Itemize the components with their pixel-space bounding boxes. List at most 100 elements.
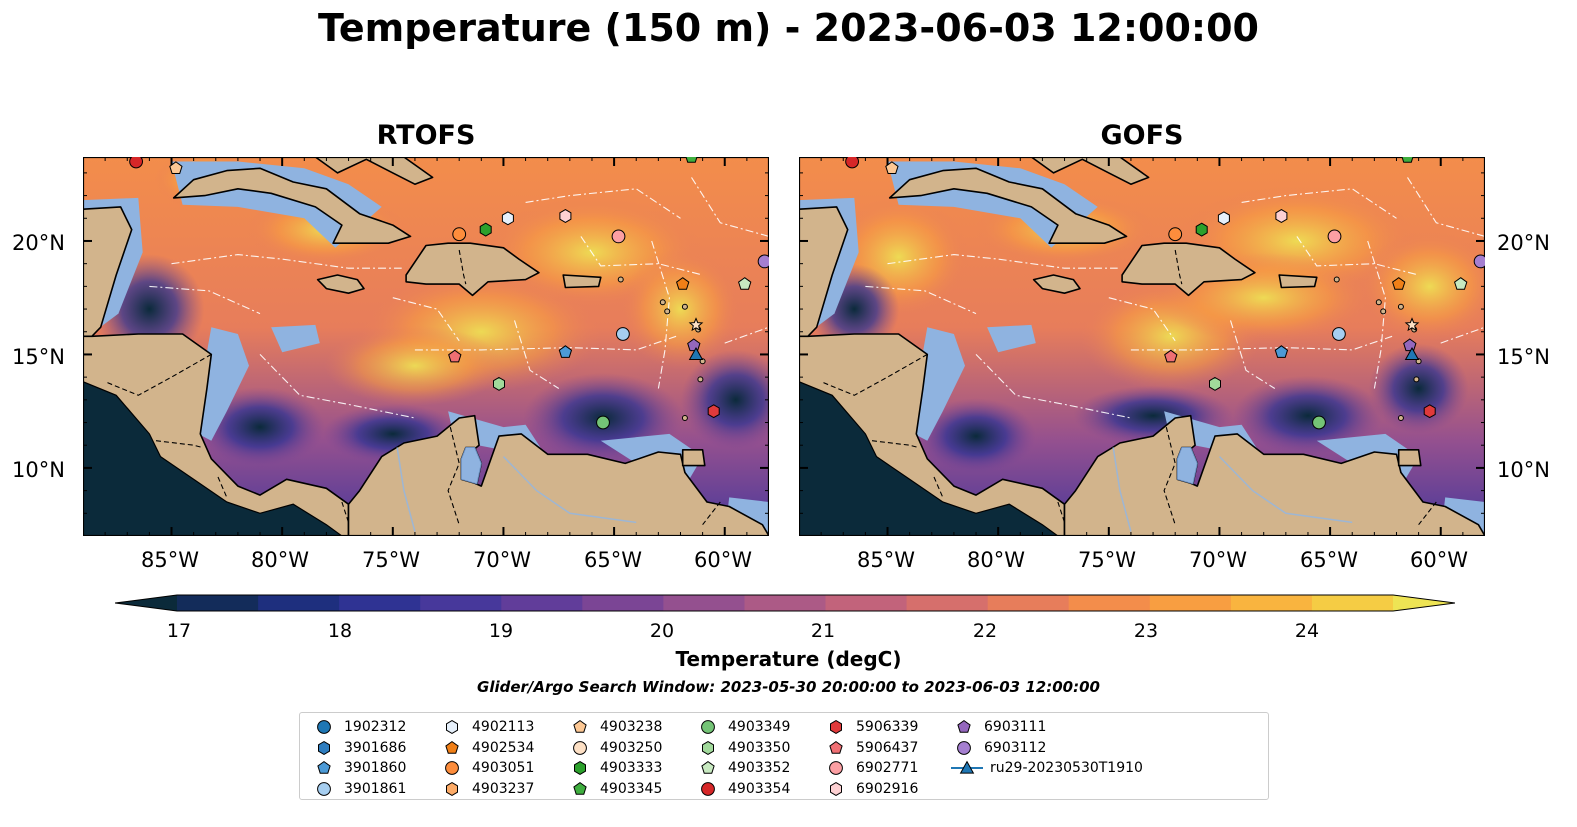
legend-item: 6903111 bbox=[950, 717, 1046, 737]
observation-marker[interactable] bbox=[596, 415, 610, 430]
observation-marker[interactable] bbox=[129, 157, 143, 169]
observation-marker[interactable] bbox=[558, 345, 573, 358]
legend-item: 4903333 bbox=[566, 758, 662, 778]
legend-marker-icon bbox=[694, 760, 728, 776]
observation-marker[interactable] bbox=[1168, 227, 1183, 242]
legend-label: 4903349 bbox=[728, 719, 791, 735]
lon-label-65w-left: 65°W bbox=[584, 548, 642, 572]
legend-item: 4903237 bbox=[438, 779, 534, 799]
colorbar-tick-24: 24 bbox=[1294, 620, 1320, 642]
observation-marker[interactable] bbox=[1404, 317, 1420, 332]
legend-label: 6902916 bbox=[856, 780, 919, 797]
legend-item: 6902916 bbox=[822, 779, 918, 799]
observation-marker[interactable] bbox=[1327, 229, 1342, 244]
observation-marker[interactable] bbox=[685, 157, 698, 163]
colorbar-tick-22: 22 bbox=[972, 620, 998, 642]
observation-marker[interactable] bbox=[688, 317, 704, 332]
lat-label-15n-right: 15°N bbox=[1497, 345, 1550, 369]
observation-marker[interactable] bbox=[1274, 345, 1289, 358]
legend-label: 4903350 bbox=[728, 739, 791, 756]
observation-marker[interactable] bbox=[479, 222, 492, 237]
legend-label: 4903333 bbox=[600, 760, 663, 776]
colorbar-tick-20: 20 bbox=[649, 620, 675, 642]
observation-marker[interactable] bbox=[1217, 211, 1230, 226]
legend-item: 4903345 bbox=[566, 779, 662, 799]
observation-marker[interactable] bbox=[688, 346, 704, 361]
main-title: Temperature (150 m) - 2023-06-03 12:00:0… bbox=[317, 6, 1259, 50]
legend-box: 1902312 3901686 3901860 3901861 4902113 49025… bbox=[299, 712, 1269, 800]
legend-item: 4903250 bbox=[566, 738, 662, 758]
legend-marker-icon bbox=[822, 719, 856, 735]
lon-label-70w-left: 70°W bbox=[473, 548, 531, 572]
lon-label-75w-right: 75°W bbox=[1078, 548, 1136, 572]
legend-marker-icon bbox=[566, 740, 600, 756]
legend-item: 4903352 bbox=[694, 758, 790, 778]
legend-marker-icon bbox=[566, 719, 600, 735]
observation-marker[interactable] bbox=[1312, 415, 1326, 430]
observation-marker[interactable] bbox=[1392, 277, 1406, 290]
lon-label-80w-right: 80°W bbox=[967, 548, 1025, 572]
legend-label: 5906437 bbox=[856, 739, 919, 756]
legend-item: 6902771 bbox=[822, 758, 918, 778]
observation-marker[interactable] bbox=[676, 277, 690, 290]
lat-label-20n-right: 20°N bbox=[1497, 231, 1550, 255]
legend-marker-icon bbox=[694, 781, 728, 797]
legend-item: 4903349 bbox=[694, 717, 790, 737]
observation-marker[interactable] bbox=[687, 338, 701, 352]
observation-marker[interactable] bbox=[1195, 222, 1208, 237]
rtofs-map[interactable] bbox=[83, 157, 769, 536]
observation-marker[interactable] bbox=[885, 161, 899, 174]
legend-label: 3901860 bbox=[344, 760, 407, 776]
lat-label-15n-left: 15°N bbox=[12, 345, 65, 369]
gofs-map[interactable] bbox=[799, 157, 1485, 536]
observation-marker[interactable] bbox=[1401, 157, 1414, 163]
observation-marker[interactable] bbox=[448, 349, 462, 363]
lon-label-70w-right: 70°W bbox=[1189, 548, 1247, 572]
lat-label-10n-left: 10°N bbox=[12, 458, 65, 482]
legend-marker-icon bbox=[566, 781, 600, 797]
legend-item: 4903051 bbox=[438, 758, 534, 778]
observation-marker[interactable] bbox=[1332, 327, 1346, 341]
legend-label: 5906339 bbox=[856, 719, 919, 735]
observation-marker[interactable] bbox=[1403, 338, 1417, 352]
legend-label: 4902534 bbox=[472, 739, 535, 756]
observation-marker[interactable] bbox=[452, 227, 467, 242]
observation-marker[interactable] bbox=[845, 157, 859, 169]
observation-marker[interactable] bbox=[738, 277, 752, 290]
lat-label-20n-left: 20°N bbox=[12, 231, 65, 255]
observation-marker[interactable] bbox=[1423, 404, 1436, 419]
lon-label-60w-right: 60°W bbox=[1410, 548, 1468, 572]
observation-marker[interactable] bbox=[1275, 209, 1288, 223]
observation-marker[interactable] bbox=[493, 376, 505, 391]
colorbar bbox=[114, 592, 1456, 622]
legend-marker-icon bbox=[310, 760, 344, 776]
gofs-panel-title: GOFS bbox=[1100, 120, 1184, 151]
observation-marker[interactable] bbox=[707, 404, 720, 419]
legend-item: 4902113 bbox=[438, 717, 534, 737]
observation-marker[interactable] bbox=[169, 161, 183, 174]
observation-marker[interactable] bbox=[501, 211, 514, 226]
observation-marker[interactable] bbox=[1454, 277, 1468, 290]
lon-label-85w-right: 85°W bbox=[857, 548, 915, 572]
legend-marker-icon bbox=[310, 719, 344, 735]
observation-marker[interactable] bbox=[1404, 346, 1420, 361]
legend-marker-icon bbox=[822, 740, 856, 756]
observation-marker[interactable] bbox=[611, 229, 626, 244]
legend-label: 4903352 bbox=[728, 760, 791, 776]
observation-marker[interactable] bbox=[616, 327, 630, 341]
observation-marker[interactable] bbox=[757, 254, 769, 269]
observation-marker[interactable] bbox=[1164, 349, 1178, 363]
legend-marker-icon bbox=[310, 740, 344, 756]
legend-item: 3901860 bbox=[310, 758, 406, 778]
observation-marker[interactable] bbox=[559, 209, 572, 223]
colorbar-tick-19: 19 bbox=[488, 620, 514, 642]
legend-label: 4903345 bbox=[600, 780, 663, 797]
legend-marker-icon bbox=[822, 760, 856, 776]
legend-item: 3901686 bbox=[310, 738, 406, 758]
legend-label: 4903250 bbox=[600, 739, 663, 756]
observation-marker[interactable] bbox=[1473, 254, 1485, 269]
colorbar-tick-23: 23 bbox=[1133, 620, 1159, 642]
rtofs-panel-title: RTOFS bbox=[376, 120, 476, 151]
legend-item: 4903238 bbox=[566, 717, 662, 737]
observation-marker[interactable] bbox=[1209, 376, 1221, 391]
